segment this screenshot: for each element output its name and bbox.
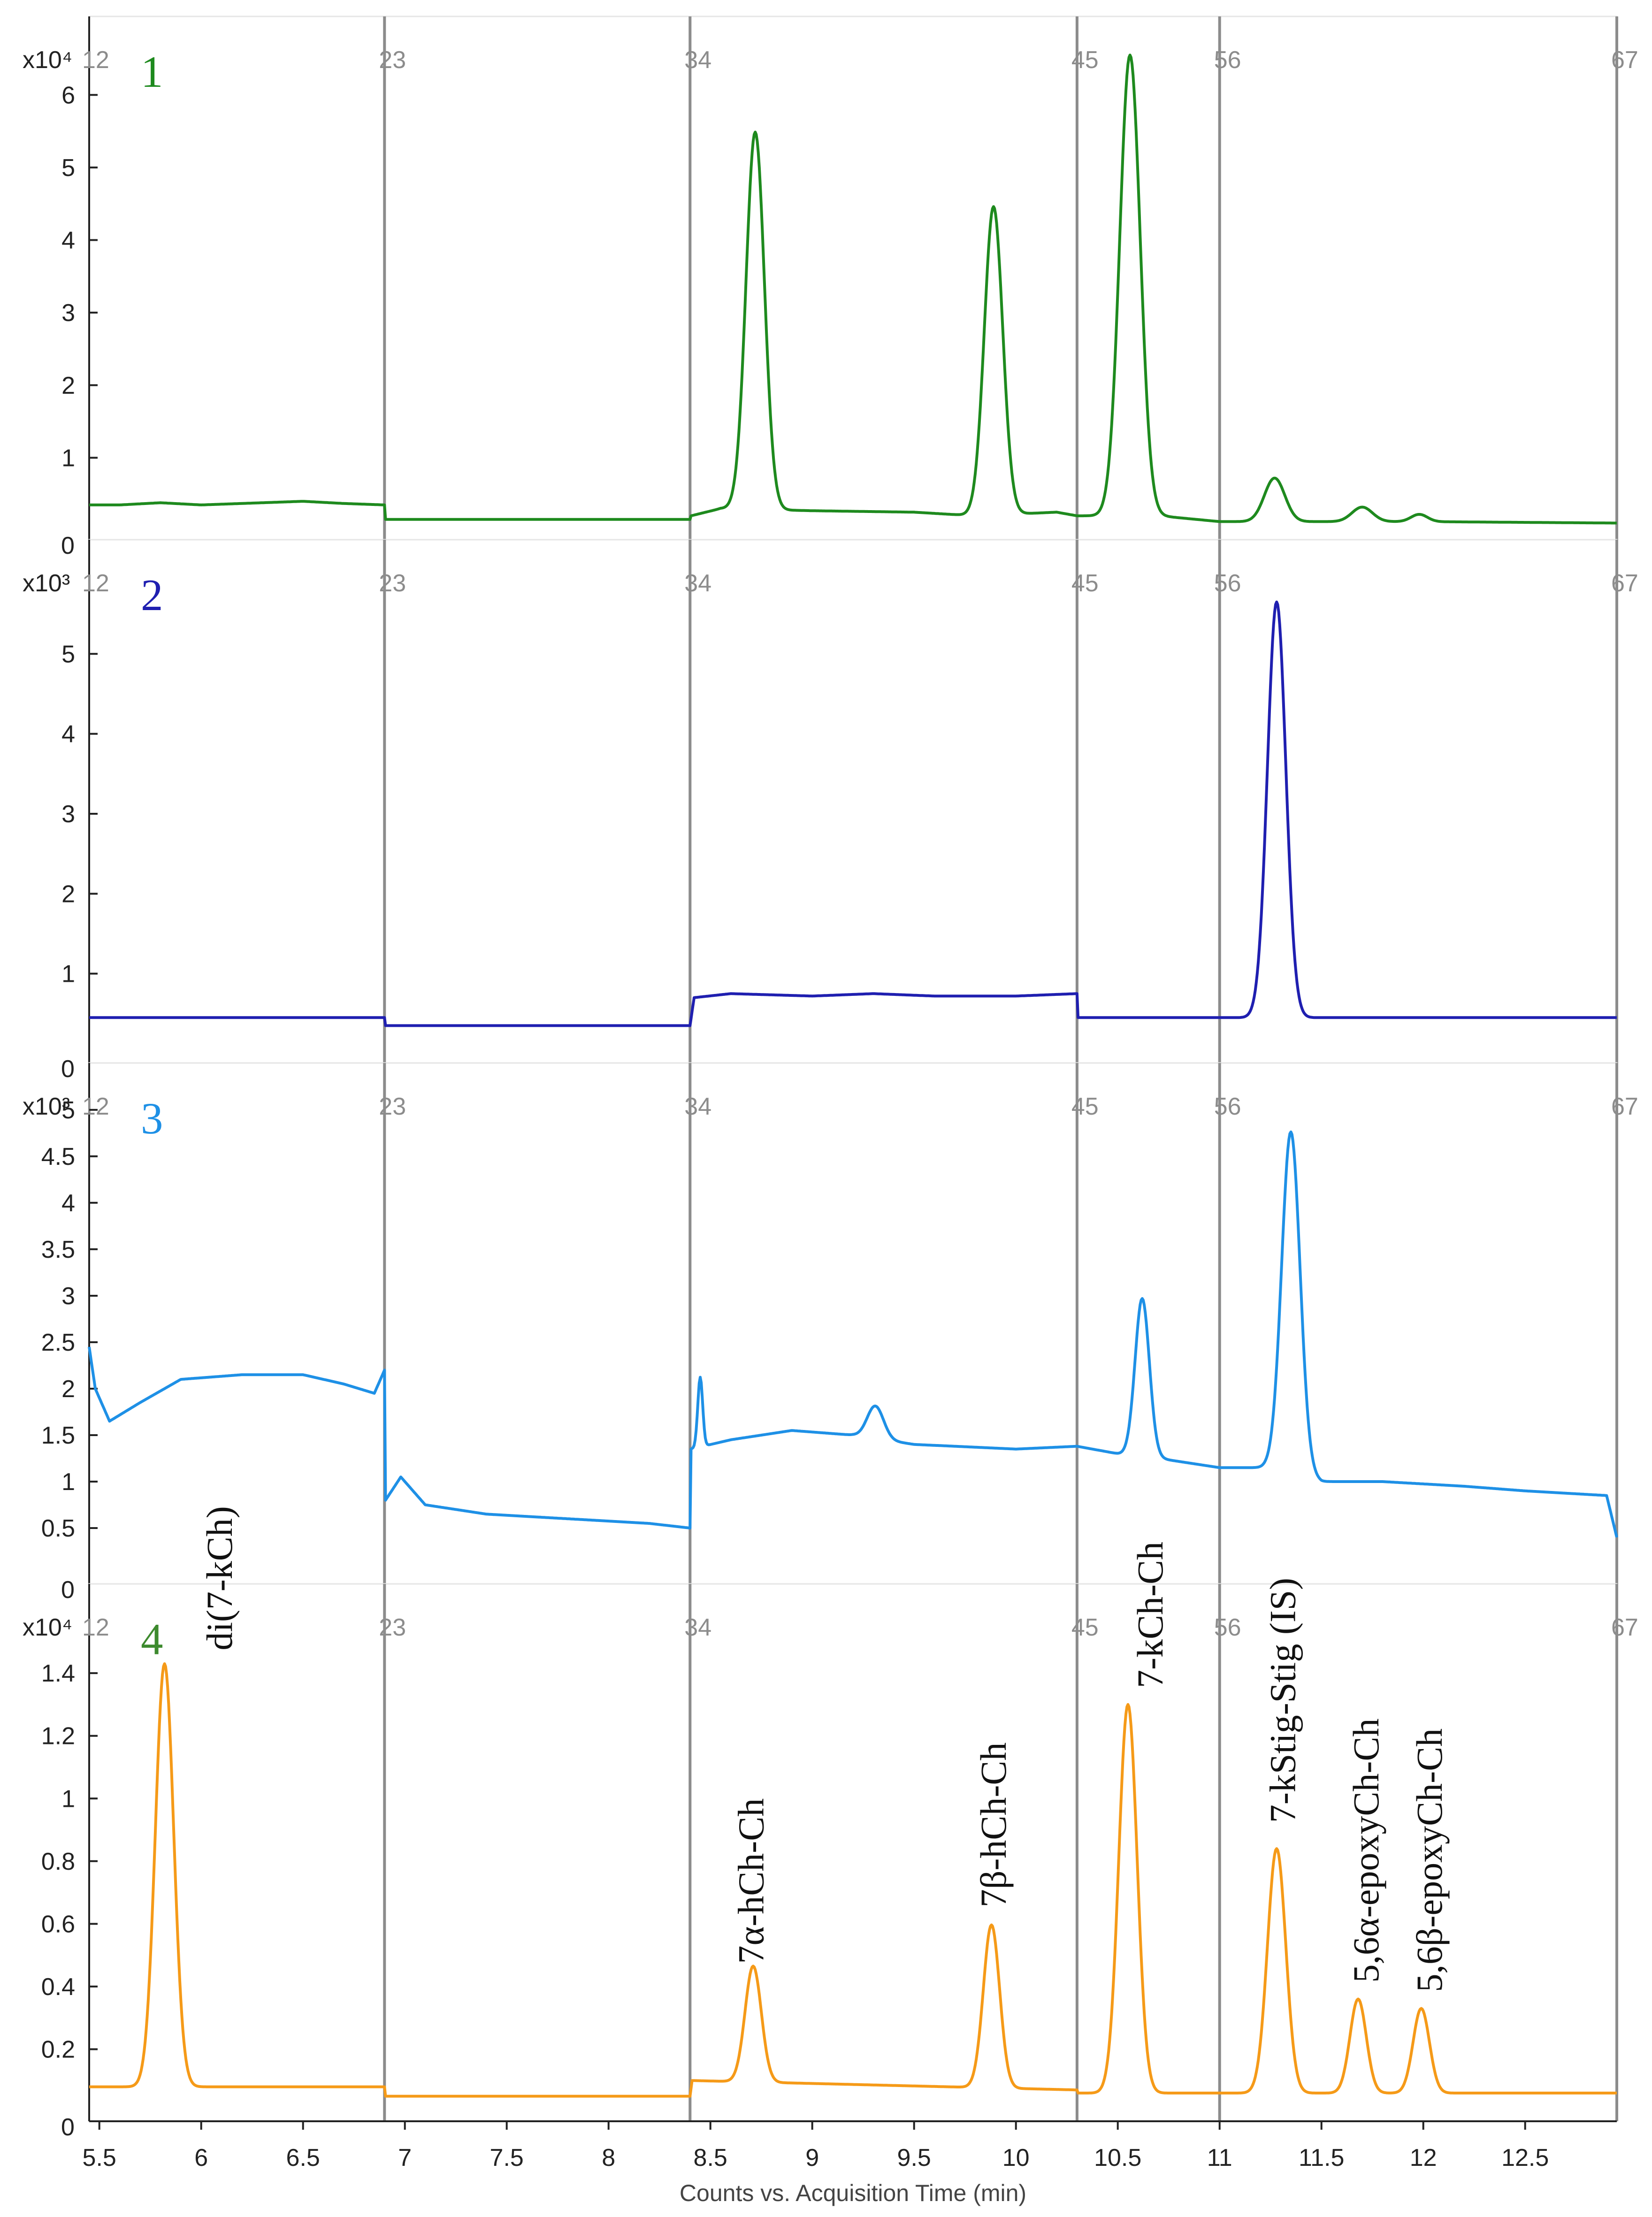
y-exponent-label: x10⁴	[23, 1614, 72, 1641]
y-tick-label: 1.2	[41, 1723, 75, 1750]
y-zero-label: 0	[61, 1055, 75, 1083]
y-tick-label: 4	[61, 227, 75, 254]
segment-label: 45	[1071, 1093, 1099, 1120]
y-tick-label: 0.4	[41, 1973, 75, 2001]
y-tick-label: 4.5	[41, 1143, 75, 1170]
y-tick-label: 3	[61, 801, 75, 828]
peak-annotation-label: di(7-kCh)	[199, 1506, 240, 1651]
segment-label: 56	[1214, 1093, 1241, 1120]
segment-label: 67	[1611, 1614, 1638, 1641]
y-tick-label: 0.6	[41, 1911, 75, 1938]
x-tick-label: 8.5	[694, 2144, 727, 2171]
segment-label: 12	[82, 570, 109, 597]
peak-annotation-label: 7-kCh-Ch	[1130, 1542, 1170, 1688]
y-tick-label: 1.4	[41, 1660, 75, 1687]
segment-label: 23	[379, 570, 406, 597]
x-tick-label: 10	[1002, 2144, 1030, 2171]
y-zero-label: 0	[61, 2114, 75, 2141]
x-tick-label: 9	[805, 2144, 819, 2171]
segment-label: 45	[1071, 46, 1099, 74]
peak-annotation-label: 5,6β-epoxyCh-Ch	[1409, 1728, 1450, 1992]
segment-label: 23	[379, 1093, 406, 1120]
segment-label: 56	[1214, 1614, 1241, 1641]
y-tick-label: 2	[61, 1376, 75, 1403]
y-tick-label: 5	[61, 1097, 75, 1124]
x-tick-label: 12.5	[1501, 2144, 1549, 2171]
x-tick-label: 9.5	[897, 2144, 931, 2171]
x-axis-title: Counts vs. Acquisition Time (min)	[680, 2180, 1026, 2206]
segment-label: 45	[1071, 1614, 1099, 1641]
y-tick-label: 1	[61, 1468, 75, 1496]
x-tick-label: 7	[398, 2144, 412, 2171]
peak-annotation-label: 7-kStig-Stig (IS)	[1262, 1578, 1303, 1823]
y-tick-label: 0.8	[41, 1848, 75, 1875]
panel-number: 3	[141, 1093, 163, 1143]
segment-label: 12	[82, 46, 109, 74]
segment-label: 67	[1611, 1093, 1638, 1120]
x-tick-label: 5.5	[83, 2144, 116, 2171]
y-zero-label: 0	[61, 532, 75, 559]
y-tick-label: 1	[61, 444, 75, 472]
segment-label: 23	[379, 46, 406, 74]
y-tick-label: 0.5	[41, 1515, 75, 1542]
series-trace	[89, 54, 1617, 525]
y-tick-label: 3	[61, 1283, 75, 1310]
y-exponent-label: x10³	[23, 570, 70, 597]
segment-label: 56	[1214, 570, 1241, 597]
x-tick-label: 10.5	[1094, 2144, 1141, 2171]
segment-label: 67	[1611, 570, 1638, 597]
y-tick-label: 5	[61, 641, 75, 668]
series-trace	[88, 1130, 1618, 1538]
segment-label: 56	[1214, 46, 1241, 74]
x-tick-label: 11	[1207, 2144, 1232, 2171]
x-tick-label: 7.5	[490, 2144, 524, 2171]
segment-label: 34	[684, 46, 711, 74]
y-tick-label: 5	[61, 154, 75, 182]
segment-label: 12	[82, 1093, 109, 1120]
panel-3: 12 23 34 45 56 67 x10³ 0 0.5 1 1.5 2 2.5 3 3.5 4 4.5 5 3	[23, 1062, 1638, 1604]
y-tick-label: 4	[61, 721, 75, 748]
y-exponent-label: x10⁴	[23, 46, 72, 74]
y-tick-label: 0.2	[41, 2036, 75, 2063]
y-tick-label: 2.5	[41, 1329, 75, 1356]
x-tick-label: 6	[194, 2144, 208, 2171]
x-tick-label: 12	[1410, 2144, 1437, 2171]
y-tick-label: 3	[61, 299, 75, 327]
peak-annotation-label: 7α-hCh-Ch	[731, 1798, 772, 1964]
peak-annotation-label: 5,6α-epoxyCh-Ch	[1346, 1719, 1386, 1983]
segment-label: 34	[684, 1614, 711, 1641]
y-exponent-label: x10³	[23, 1093, 70, 1120]
y-tick-label: 1	[61, 1785, 75, 1812]
x-tick-label: 8	[602, 2144, 615, 2171]
segment-label: 34	[684, 1093, 711, 1120]
segment-label: 34	[684, 570, 711, 597]
x-tick-label: 11.5	[1299, 2144, 1344, 2171]
panel-number: 2	[141, 570, 163, 620]
x-tick-label: 6.5	[286, 2144, 320, 2171]
peak-annotation-label: 7β-hCh-Ch	[973, 1743, 1014, 1908]
segment-label: 67	[1611, 46, 1638, 74]
y-tick-label: 2	[61, 372, 75, 399]
y-zero-label: 0	[61, 1576, 75, 1604]
segment-label: 23	[379, 1614, 406, 1641]
panel-number: 4	[141, 1614, 163, 1664]
panel-number: 1	[141, 47, 163, 97]
y-tick-label: 3.5	[41, 1236, 75, 1263]
y-tick-label: 6	[61, 82, 75, 109]
y-tick-label: 1.5	[41, 1422, 75, 1449]
y-tick-label: 4	[61, 1190, 75, 1217]
series-trace	[89, 600, 1617, 1027]
segment-label: 12	[82, 1614, 109, 1641]
series-trace	[89, 1662, 1617, 2098]
y-tick-label: 1	[61, 961, 75, 988]
y-tick-label: 2	[61, 880, 75, 908]
segment-label: 45	[1071, 570, 1099, 597]
